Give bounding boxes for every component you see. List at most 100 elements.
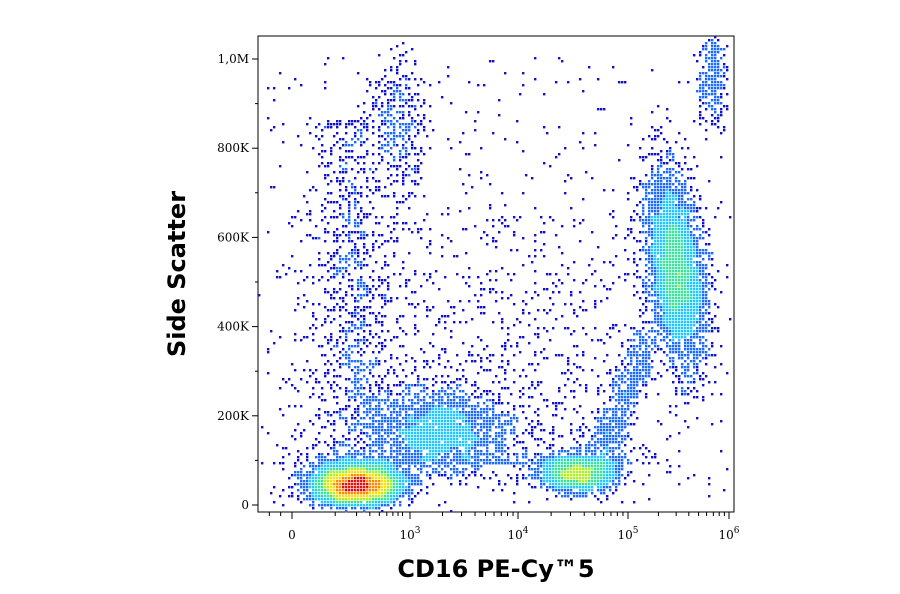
event-dot (543, 429, 546, 432)
event-dot (501, 435, 504, 438)
event-dot (648, 267, 651, 270)
event-dot (474, 423, 477, 426)
event-dot (477, 444, 480, 447)
event-dot (465, 450, 468, 453)
event-dot (522, 405, 525, 408)
event-dot (690, 303, 693, 306)
event-dot (684, 189, 687, 192)
event-dot (360, 465, 363, 468)
event-dot (606, 417, 609, 420)
event-dot (483, 402, 486, 405)
event-dot (393, 195, 396, 198)
event-dot (315, 225, 318, 228)
event-dot (663, 189, 666, 192)
event-dot (660, 249, 663, 252)
event-dot (390, 432, 393, 435)
event-dot (690, 312, 693, 315)
event-dot (486, 453, 489, 456)
event-dot (693, 204, 696, 207)
event-dot (363, 282, 366, 285)
event-dot (699, 378, 702, 381)
event-dot (558, 459, 561, 462)
event-dot (642, 222, 645, 225)
event-dot (522, 393, 525, 396)
event-dot (573, 408, 576, 411)
event-dot (606, 438, 609, 441)
event-dot (591, 339, 594, 342)
event-dot (711, 330, 714, 333)
event-dot (378, 465, 381, 468)
event-dot (414, 180, 417, 183)
event-dot (621, 399, 624, 402)
event-dot (633, 402, 636, 405)
event-dot (651, 342, 654, 345)
event-dot (444, 423, 447, 426)
event-dot (345, 333, 348, 336)
event-dot (657, 246, 660, 249)
event-dot (645, 300, 648, 303)
event-dot (618, 426, 621, 429)
event-dot (672, 288, 675, 291)
event-dot (480, 294, 483, 297)
event-dot (666, 282, 669, 285)
event-dot (696, 210, 699, 213)
event-dot (702, 258, 705, 261)
event-dot (366, 465, 369, 468)
event-dot (393, 138, 396, 141)
event-dot (636, 375, 639, 378)
event-dot (720, 48, 723, 51)
event-dot (333, 450, 336, 453)
event-dot (453, 435, 456, 438)
event-dot (303, 429, 306, 432)
event-dot (573, 363, 576, 366)
event-dot (447, 465, 450, 468)
event-dot (693, 252, 696, 255)
event-dot (660, 339, 663, 342)
event-dot (444, 444, 447, 447)
event-dot (699, 348, 702, 351)
event-dot (489, 354, 492, 357)
event-dot (444, 438, 447, 441)
event-dot (348, 210, 351, 213)
event-dot (435, 435, 438, 438)
event-dot (315, 444, 318, 447)
event-dot (483, 453, 486, 456)
event-dot (678, 261, 681, 264)
event-dot (342, 231, 345, 234)
event-dot (660, 132, 663, 135)
event-dot (372, 450, 375, 453)
event-dot (642, 198, 645, 201)
event-dot (654, 339, 657, 342)
event-dot (717, 84, 720, 87)
event-dot (654, 342, 657, 345)
event-dot (720, 84, 723, 87)
event-dot (498, 420, 501, 423)
event-dot (384, 432, 387, 435)
event-dot (639, 258, 642, 261)
event-dot (429, 438, 432, 441)
event-dot (360, 393, 363, 396)
event-dot (387, 300, 390, 303)
event-dot (411, 405, 414, 408)
event-dot (270, 330, 273, 333)
event-dot (507, 360, 510, 363)
event-dot (642, 159, 645, 162)
event-dot (330, 294, 333, 297)
event-dot (405, 279, 408, 282)
event-dot (474, 417, 477, 420)
event-dot (381, 342, 384, 345)
event-dot (603, 108, 606, 111)
event-dot (603, 285, 606, 288)
event-dot (672, 234, 675, 237)
event-dot (630, 360, 633, 363)
event-dot (375, 321, 378, 324)
event-dot (657, 282, 660, 285)
event-dot (405, 156, 408, 159)
event-dot (699, 75, 702, 78)
event-dot (606, 441, 609, 444)
event-dot (414, 441, 417, 444)
event-dot (573, 309, 576, 312)
event-dot (414, 105, 417, 108)
event-dot (498, 456, 501, 459)
event-dot (312, 372, 315, 375)
